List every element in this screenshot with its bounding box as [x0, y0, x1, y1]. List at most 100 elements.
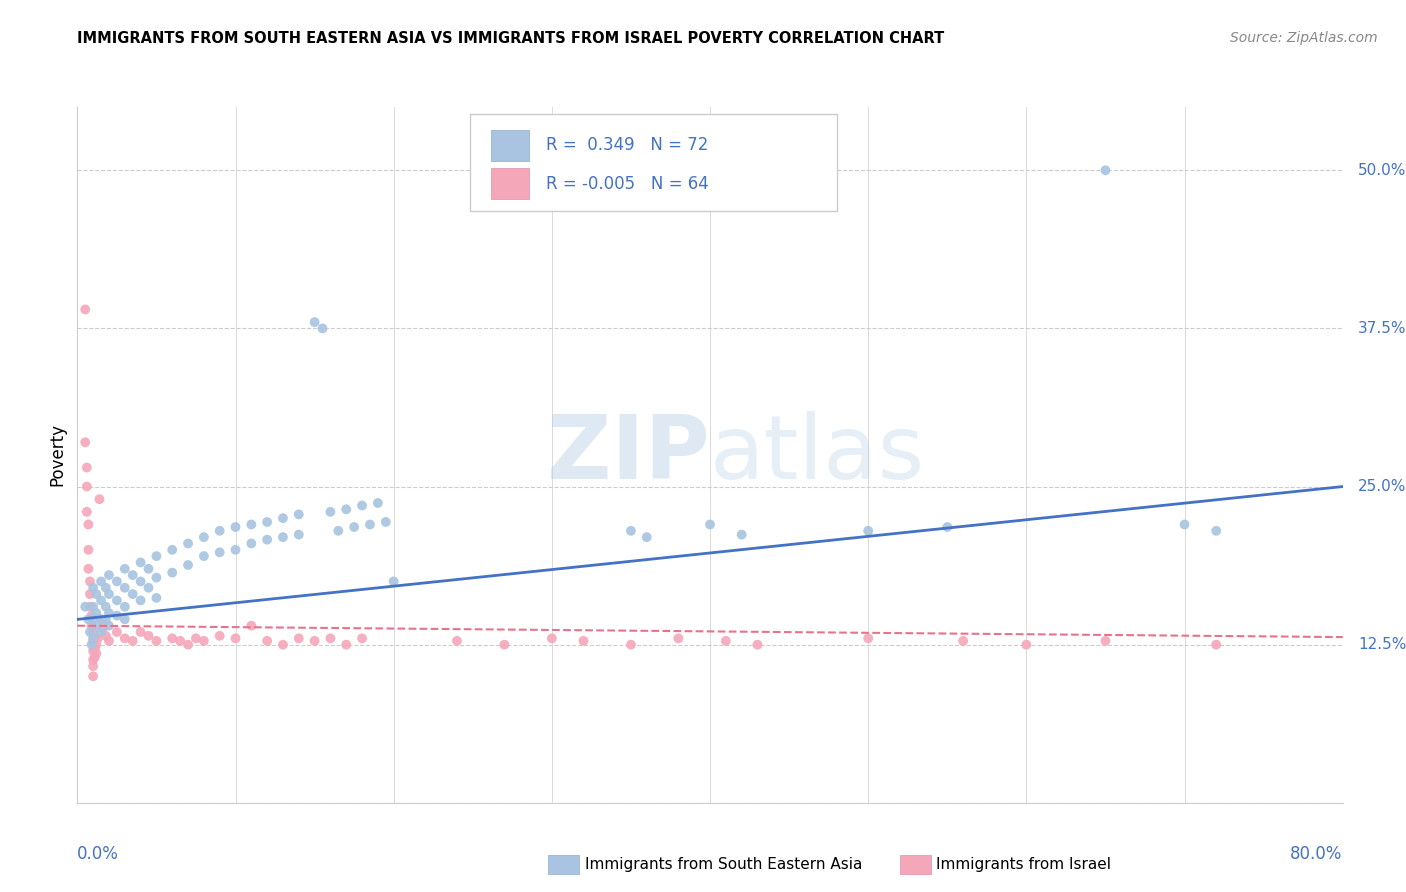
- Point: [1173, 517, 1195, 532]
- Point: [169, 633, 191, 648]
- Point: [79, 599, 101, 614]
- Point: [374, 515, 396, 529]
- Point: [138, 581, 160, 595]
- Point: [225, 632, 247, 646]
- Point: [77, 517, 100, 532]
- Point: [86, 647, 108, 661]
- Point: [121, 568, 143, 582]
- Point: [138, 629, 160, 643]
- Point: [328, 524, 350, 538]
- Point: [86, 618, 108, 632]
- Point: [225, 542, 247, 557]
- Point: [193, 633, 215, 648]
- Point: [193, 530, 215, 544]
- Point: [94, 599, 117, 614]
- Point: [121, 633, 143, 648]
- Point: [1205, 524, 1227, 538]
- Point: [319, 505, 342, 519]
- Point: [82, 633, 104, 648]
- Point: [319, 632, 342, 646]
- Point: [75, 599, 97, 614]
- Point: [208, 524, 231, 538]
- Point: [620, 524, 643, 538]
- Point: [240, 536, 263, 550]
- Point: [75, 302, 97, 317]
- Point: [98, 618, 120, 632]
- Point: [98, 568, 120, 582]
- Point: [105, 574, 128, 589]
- Point: [145, 571, 167, 585]
- Point: [699, 517, 721, 532]
- Point: [79, 574, 101, 589]
- Point: [90, 574, 112, 589]
- Point: [858, 632, 880, 646]
- Point: [76, 479, 98, 493]
- Point: [145, 633, 167, 648]
- Point: [1015, 638, 1038, 652]
- Point: [494, 638, 516, 652]
- Point: [83, 650, 105, 665]
- Point: [382, 574, 405, 589]
- Point: [858, 524, 880, 538]
- Point: [311, 321, 333, 335]
- Text: 25.0%: 25.0%: [1358, 479, 1406, 494]
- Point: [90, 612, 112, 626]
- Point: [129, 556, 152, 570]
- Point: [82, 659, 104, 673]
- Point: [86, 638, 108, 652]
- Point: [83, 632, 105, 646]
- Point: [82, 625, 104, 640]
- Point: [162, 632, 183, 646]
- Point: [79, 587, 101, 601]
- Point: [98, 633, 120, 648]
- Point: [80, 638, 103, 652]
- Point: [352, 632, 374, 646]
- Point: [77, 542, 100, 557]
- Point: [82, 599, 104, 614]
- Point: [77, 562, 100, 576]
- Point: [271, 530, 294, 544]
- Point: [208, 629, 231, 643]
- Bar: [491, 129, 529, 161]
- Point: [352, 499, 374, 513]
- Point: [304, 633, 326, 648]
- Point: [620, 638, 643, 652]
- Point: [193, 549, 215, 563]
- Bar: [491, 168, 529, 199]
- Point: [288, 508, 311, 522]
- Point: [105, 625, 128, 640]
- Point: [731, 527, 754, 541]
- Text: ZIP: ZIP: [547, 411, 710, 499]
- Point: [177, 638, 200, 652]
- Point: [105, 593, 128, 607]
- Point: [98, 587, 120, 601]
- Point: [240, 517, 263, 532]
- Point: [271, 638, 294, 652]
- Point: [359, 517, 381, 532]
- Point: [114, 562, 136, 576]
- FancyBboxPatch shape: [470, 114, 837, 211]
- Text: 12.5%: 12.5%: [1358, 637, 1406, 652]
- Point: [714, 633, 737, 648]
- Point: [75, 435, 97, 450]
- Point: [82, 581, 104, 595]
- Point: [271, 511, 294, 525]
- Point: [288, 632, 311, 646]
- Point: [90, 612, 112, 626]
- Point: [162, 542, 183, 557]
- Text: R =  0.349   N = 72: R = 0.349 N = 72: [546, 136, 707, 154]
- Point: [91, 621, 114, 635]
- Point: [82, 644, 104, 658]
- Point: [668, 632, 690, 646]
- Point: [162, 566, 183, 580]
- Point: [952, 633, 974, 648]
- Text: Immigrants from South Eastern Asia: Immigrants from South Eastern Asia: [585, 857, 862, 871]
- Point: [747, 638, 769, 652]
- Point: [256, 633, 278, 648]
- Point: [114, 632, 136, 646]
- Point: [936, 520, 959, 534]
- Point: [82, 612, 104, 626]
- Point: [82, 653, 104, 667]
- Point: [367, 496, 389, 510]
- Point: [138, 562, 160, 576]
